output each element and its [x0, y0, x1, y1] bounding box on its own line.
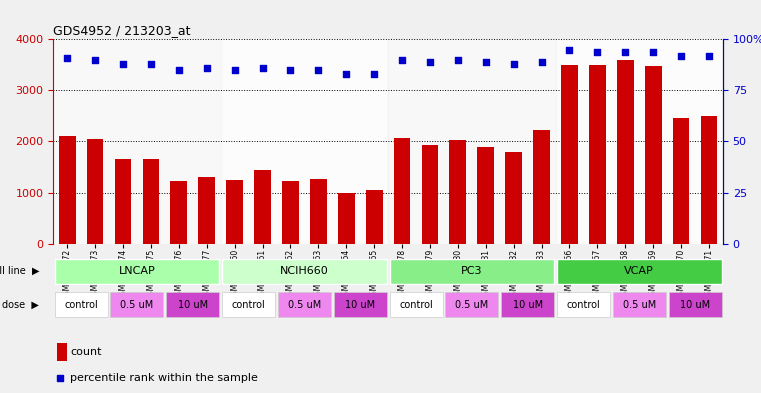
Text: cell line  ▶: cell line ▶ [0, 266, 40, 276]
Point [536, 59, 548, 65]
Bar [254, 170, 271, 244]
Point [117, 61, 129, 67]
Bar [561, 65, 578, 244]
Point [424, 59, 436, 65]
Bar [282, 181, 299, 244]
FancyBboxPatch shape [390, 259, 554, 284]
Point [479, 59, 492, 65]
FancyBboxPatch shape [557, 259, 721, 284]
Point [312, 67, 324, 73]
Point [563, 46, 575, 53]
Bar [57, 343, 67, 361]
Bar [53, 39, 221, 244]
FancyBboxPatch shape [501, 292, 554, 317]
Point [452, 57, 464, 63]
Text: NCIH660: NCIH660 [280, 266, 329, 276]
Bar [221, 39, 388, 244]
Point [368, 71, 380, 77]
Point [703, 53, 715, 59]
Bar [115, 159, 132, 244]
Bar [673, 118, 689, 244]
FancyBboxPatch shape [390, 292, 442, 317]
FancyBboxPatch shape [110, 292, 164, 317]
Bar [226, 180, 243, 244]
FancyBboxPatch shape [166, 292, 219, 317]
Bar [589, 65, 606, 244]
Bar [477, 147, 494, 244]
Bar [450, 140, 466, 244]
Bar [338, 193, 355, 244]
Bar [505, 152, 522, 244]
Bar [87, 139, 103, 244]
Text: 0.5 uM: 0.5 uM [455, 299, 489, 310]
FancyBboxPatch shape [278, 292, 331, 317]
Point [145, 61, 157, 67]
Text: PC3: PC3 [461, 266, 482, 276]
FancyBboxPatch shape [668, 292, 721, 317]
Point [675, 53, 687, 59]
Text: 10 uM: 10 uM [178, 299, 208, 310]
Point [89, 57, 101, 63]
Point [61, 55, 73, 61]
Point [228, 67, 240, 73]
Bar [533, 130, 550, 244]
Text: 0.5 uM: 0.5 uM [288, 299, 321, 310]
Text: LNCAP: LNCAP [119, 266, 155, 276]
Point [173, 67, 185, 73]
FancyBboxPatch shape [222, 259, 387, 284]
Text: GDS4952 / 213203_at: GDS4952 / 213203_at [53, 24, 191, 37]
Bar [617, 60, 634, 244]
Point [340, 71, 352, 77]
Text: 0.5 uM: 0.5 uM [622, 299, 656, 310]
FancyBboxPatch shape [333, 292, 387, 317]
Text: 10 uM: 10 uM [680, 299, 710, 310]
Bar [170, 181, 187, 244]
Point [508, 61, 520, 67]
Point [591, 48, 603, 55]
Bar [388, 39, 556, 244]
Bar [366, 190, 383, 244]
Point [256, 65, 269, 71]
Text: percentile rank within the sample: percentile rank within the sample [71, 373, 258, 383]
Bar [142, 159, 159, 244]
Text: 10 uM: 10 uM [345, 299, 375, 310]
Text: 0.5 uM: 0.5 uM [120, 299, 154, 310]
Point [647, 48, 659, 55]
Text: control: control [64, 299, 98, 310]
Bar [556, 39, 723, 244]
Point [619, 48, 632, 55]
Bar [701, 116, 718, 244]
Point [396, 57, 408, 63]
Text: 10 uM: 10 uM [513, 299, 543, 310]
Bar [310, 179, 326, 244]
Text: VCAP: VCAP [624, 266, 654, 276]
Point [300, 226, 312, 233]
Point [285, 67, 297, 73]
Bar [645, 66, 661, 244]
FancyBboxPatch shape [55, 292, 108, 317]
Bar [422, 145, 438, 244]
Text: dose  ▶: dose ▶ [2, 299, 40, 310]
FancyBboxPatch shape [445, 292, 498, 317]
Bar [199, 177, 215, 244]
FancyBboxPatch shape [613, 292, 666, 317]
Text: control: control [566, 299, 600, 310]
Point [201, 65, 213, 71]
Bar [393, 138, 410, 244]
FancyBboxPatch shape [55, 259, 219, 284]
FancyBboxPatch shape [222, 292, 275, 317]
Text: control: control [231, 299, 266, 310]
Bar [59, 136, 75, 244]
Text: count: count [71, 347, 102, 357]
FancyBboxPatch shape [557, 292, 610, 317]
Text: control: control [399, 299, 433, 310]
